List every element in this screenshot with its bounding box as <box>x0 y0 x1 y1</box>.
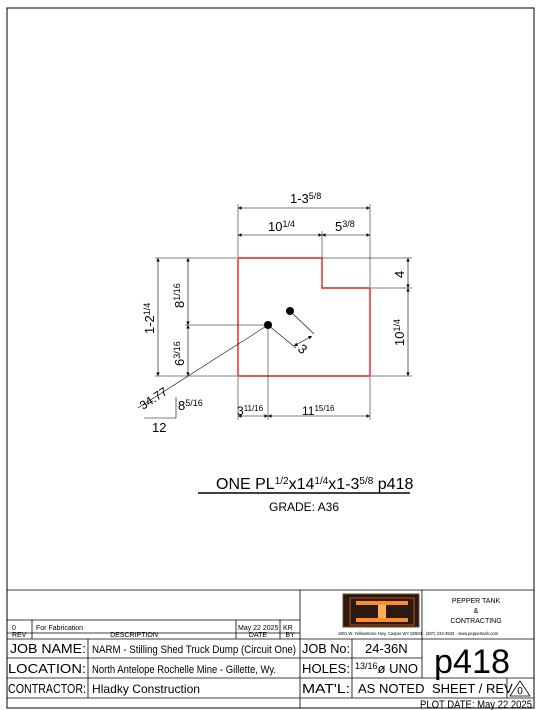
hole-2 <box>286 307 294 315</box>
contractor-value: Hladky Construction <box>92 682 200 696</box>
job-name-label: JOB NAME: <box>10 641 86 656</box>
rev-header: REV <box>12 632 27 639</box>
dim-lower-height: 63/16 <box>172 341 187 366</box>
company-name-2: & <box>474 608 479 615</box>
rev-triangle <box>509 680 531 697</box>
holes-value: 13/16ø UNO <box>355 661 418 676</box>
dim-right-height: 101/4 <box>392 319 407 346</box>
company-logo <box>342 593 420 628</box>
job-no-value: 24-36N <box>365 641 408 656</box>
rev-date: May 22 2025 <box>238 625 279 632</box>
plot-date: PLOT DATE: May 22 2025 <box>420 699 532 710</box>
date-header: DATE <box>249 632 267 639</box>
slope-indicator <box>137 324 269 419</box>
job-name-value: NARM - Stilling Shed Truck Dump (Circuit… <box>92 644 296 656</box>
holes-label: HOLES: <box>302 661 350 676</box>
by-header: BY <box>285 632 295 639</box>
sheet-number: p418 <box>434 643 510 681</box>
rev-by: KR <box>283 625 293 632</box>
sheet-rev-value: 0 <box>517 686 523 697</box>
plate-outline <box>237 257 371 377</box>
dim-slope-rise: 85/16 <box>178 398 203 413</box>
matl-label: MAT'L: <box>302 681 350 696</box>
dim-slope-length: 34.77 <box>137 384 170 412</box>
dim-seg-right: 53/8 <box>335 219 355 234</box>
dim-notch-height: 4 <box>392 271 407 278</box>
dim-overall-width: 1-35/8 <box>290 191 321 206</box>
location-label: LOCATION: <box>8 661 86 676</box>
dim-slope-run: 12 <box>152 420 166 435</box>
description-header: DESCRIPTION <box>110 632 158 639</box>
dim-seg-left: 101/4 <box>268 219 295 234</box>
rev-number: 0 <box>12 625 16 632</box>
dim-overall-height: 1-21/4 <box>142 303 157 334</box>
dim-bottom-left: 311/16 <box>237 404 264 418</box>
dim-upper-height: 81/16 <box>172 283 187 308</box>
title-block-grid <box>7 589 534 708</box>
extension-lines <box>155 204 412 420</box>
part-title: ONE PL1/2x141/4x1-35/8 p418 <box>216 476 413 493</box>
dim-hole-spacing: 3 <box>295 341 310 357</box>
rev-description: For Fabrication <box>36 625 83 632</box>
company-address: 1801 W. Yellowstone Hwy, Casper WY 82604… <box>338 631 499 636</box>
company-name-3: CONTRACTING <box>450 618 501 625</box>
location-value: North Antelope Rochelle Mine - Gillette,… <box>92 664 276 676</box>
dimension-lines <box>156 206 410 418</box>
sheet-rev-label: SHEET / REV <box>432 681 513 696</box>
dim-bottom-right: 1115/16 <box>302 404 335 418</box>
contractor-label: CONTRACTOR: <box>8 681 86 696</box>
hole-1 <box>264 321 272 329</box>
sheet-border <box>6 7 535 709</box>
grade-label: GRADE: A36 <box>269 500 339 514</box>
company-name-1: PEPPER TANK <box>452 598 501 605</box>
job-no-label: JOB No: <box>302 641 350 656</box>
matl-value: AS NOTED <box>358 681 424 696</box>
